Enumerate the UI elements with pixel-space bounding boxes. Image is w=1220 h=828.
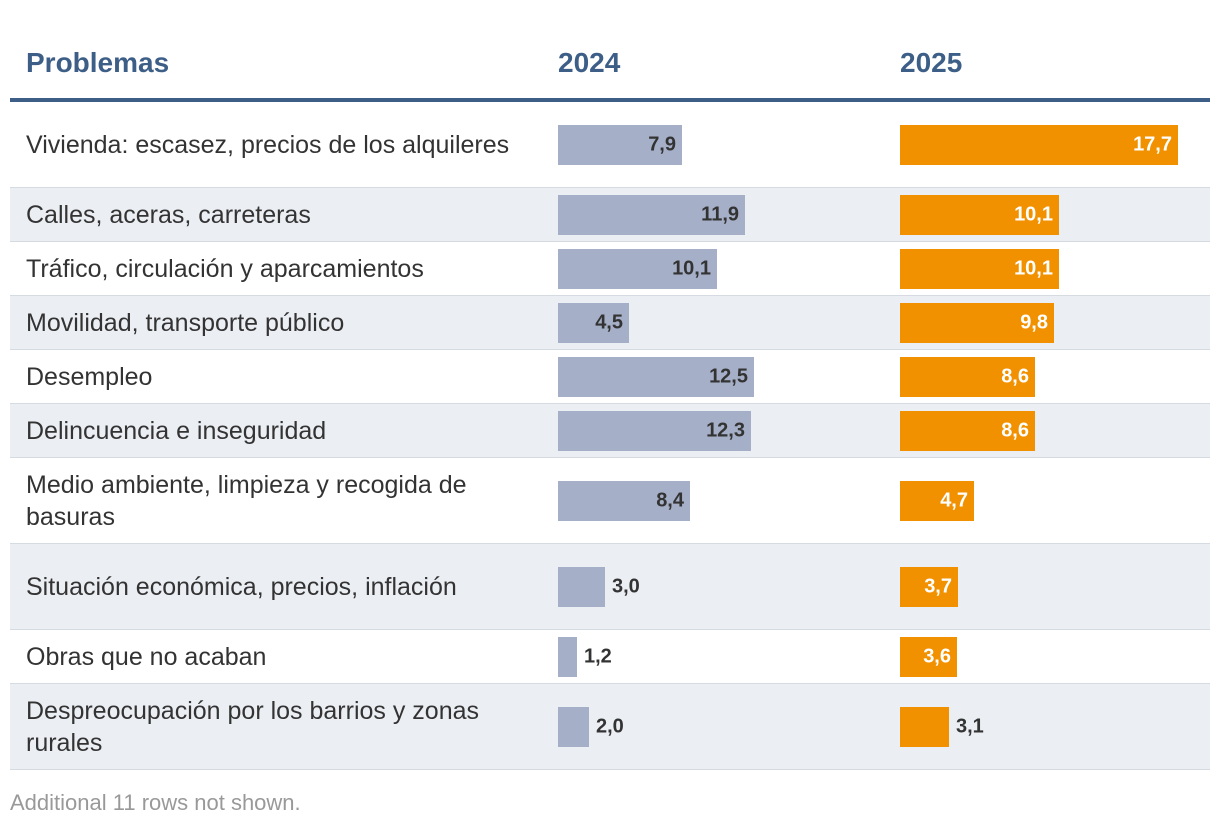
value-label-2024: 11,9 — [701, 203, 739, 225]
value-label-2024: 10,1 — [672, 257, 711, 279]
row-label: Movilidad, transporte público — [26, 308, 345, 337]
row-label: Vivienda: escasez, precios de los alquil… — [26, 130, 510, 159]
bar-2025 — [900, 410, 1035, 451]
row-label: Calles, aceras, carreteras — [26, 200, 311, 229]
footnote: Additional 11 rows not shown. — [10, 790, 301, 815]
bar-2024 — [558, 302, 629, 343]
bar-2024 — [558, 636, 577, 677]
bar-2024 — [558, 248, 717, 289]
bar-2025 — [900, 356, 1035, 397]
table-row: Tráfico, circulación y aparcamientos 10,1… — [10, 242, 1210, 296]
value-label-2024: 4,5 — [595, 311, 623, 333]
row-label: Obras que no acaban — [26, 642, 267, 671]
table-row: Movilidad, transporte público 4,5 9,8 — [10, 296, 1210, 350]
bar-2025 — [900, 302, 1054, 343]
value-label-2025: 3,1 — [956, 715, 984, 737]
row-label: Desempleo — [26, 362, 153, 391]
table-row: Medio ambiente, limpieza y recogida de b… — [10, 458, 1210, 544]
header-2024: 2024 — [558, 47, 621, 78]
bar-2025 — [900, 566, 958, 607]
value-label-2025: 4,7 — [940, 489, 968, 511]
value-label-2025: 8,6 — [1001, 365, 1029, 387]
bar-2024 — [558, 566, 605, 607]
value-label-2024: 8,4 — [656, 489, 684, 511]
value-label-2024: 7,9 — [648, 133, 676, 155]
table-row: Situación económica, precios, inflación 3… — [10, 544, 1210, 630]
table-row: Calles, aceras, carreteras 11,9 10,1 — [10, 188, 1210, 242]
value-label-2024: 12,3 — [706, 419, 745, 441]
table-body: Vivienda: escasez, precios de los alquil… — [10, 102, 1210, 770]
table-row: Despreocupación por los barrios y zonas … — [10, 684, 1210, 770]
bar-2024 — [558, 356, 754, 397]
bar-2025 — [900, 636, 957, 677]
bar-2024 — [558, 194, 745, 235]
value-label-2025: 10,1 — [1014, 257, 1053, 279]
row-label: Medio ambiente, limpieza y recogida de b… — [26, 470, 467, 531]
value-label-2024: 12,5 — [709, 365, 748, 387]
bar-2024 — [558, 480, 690, 521]
bar-2024 — [558, 706, 589, 747]
value-label-2025: 3,7 — [924, 575, 952, 597]
row-label: Tráfico, circulación y aparcamientos — [26, 254, 424, 283]
row-label: Delincuencia e inseguridad — [26, 416, 327, 445]
bar-2025 — [900, 706, 949, 747]
table-row: Delincuencia e inseguridad 12,3 8,6 — [10, 404, 1210, 458]
value-label-2024: 3,0 — [612, 575, 640, 597]
bar-2025 — [900, 248, 1059, 289]
table-row: Obras que no acaban 1,2 3,6 — [10, 630, 1210, 684]
table-header: Problemas 2024 2025 — [10, 36, 1210, 102]
value-label-2024: 1,2 — [584, 645, 612, 667]
value-label-2025: 17,7 — [1133, 133, 1172, 155]
bar-table: Problemas 2024 2025 Vivienda: escasez, p… — [10, 36, 1210, 770]
value-label-2025: 9,8 — [1020, 311, 1048, 333]
value-label-2024: 2,0 — [596, 715, 624, 737]
bar-2024 — [558, 124, 682, 165]
bar-2025 — [900, 194, 1059, 235]
value-label-2025: 3,6 — [923, 645, 951, 667]
row-label: Despreocupación por los barrios y zonas … — [26, 696, 480, 757]
value-label-2025: 10,1 — [1014, 203, 1053, 225]
value-label-2025: 8,6 — [1001, 419, 1029, 441]
table-row: Vivienda: escasez, precios de los alquil… — [10, 102, 1210, 188]
bar-2025 — [900, 480, 974, 521]
row-label: Situación económica, precios, inflación — [26, 572, 457, 601]
header-2025: 2025 — [900, 47, 963, 78]
table-row: Desempleo 12,5 8,6 — [10, 350, 1210, 404]
bar-2025 — [900, 124, 1178, 165]
bar-2024 — [558, 410, 751, 451]
header-problems: Problemas — [26, 47, 170, 78]
